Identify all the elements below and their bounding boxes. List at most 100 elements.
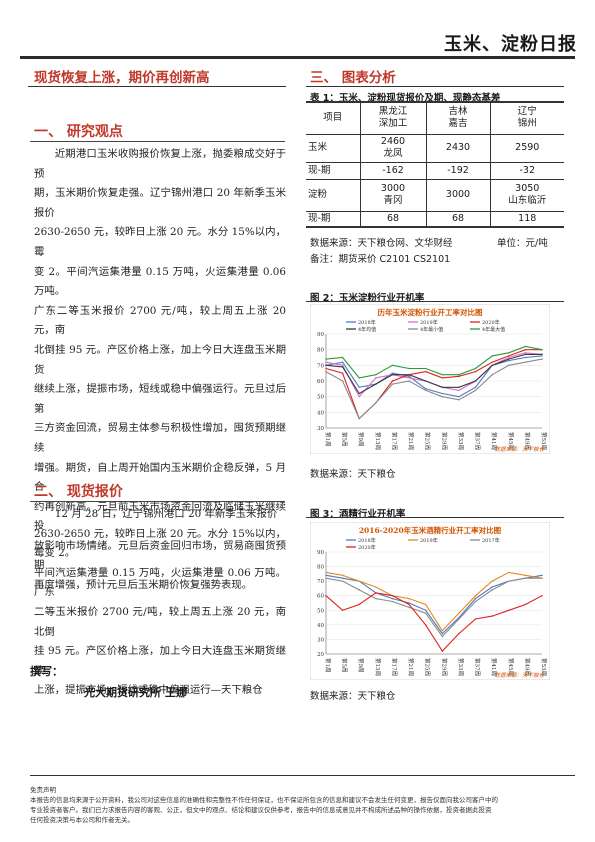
y-tick-label: 90 xyxy=(317,550,324,556)
table-cell: 3000 青冈 xyxy=(360,179,427,211)
x-tick-label: 第9周 xyxy=(357,658,365,673)
data-point xyxy=(524,345,527,348)
disclaimer-line: 专业投资者客户。我们已力求报告内容的客观、公正，但文中的观点、结论和建议仅供参考… xyxy=(30,806,492,814)
data-point xyxy=(375,586,377,588)
fig2-rule xyxy=(306,301,564,302)
y-tick-label: 90 xyxy=(317,332,324,338)
data-point xyxy=(358,395,360,398)
data-point xyxy=(491,364,493,367)
data-point xyxy=(341,372,344,374)
disclaimer-line: 本报告的信息均来源于公开资料，我公司对这些信息的准确性和完整性不作任何保证，也不… xyxy=(30,796,498,804)
series-line xyxy=(325,592,543,652)
table1-caption: 表 1：玉米、淀粉现货报价及期、现静态基差 xyxy=(310,93,501,104)
table-cell: 68 xyxy=(360,211,427,227)
data-point xyxy=(424,609,427,611)
table-cell: 现-期 xyxy=(306,162,361,179)
table-cell: 玉米 xyxy=(306,134,361,162)
table1-note: 备注：期货采价 C2101 CS2101 xyxy=(310,254,451,265)
paragraph-line: 变 2。平间汽运集港量 0.15 万吨，火运集港量 0.06 万吨。 xyxy=(34,265,286,298)
data-point xyxy=(341,361,344,363)
x-tick-label: 第41周 xyxy=(490,658,498,676)
data-point xyxy=(408,603,410,606)
series-line xyxy=(325,345,543,379)
data-point xyxy=(341,574,344,577)
x-tick-label: 第33周 xyxy=(457,432,465,450)
data-point xyxy=(458,375,460,377)
data-point xyxy=(375,592,377,594)
data-point xyxy=(358,386,360,388)
data-point xyxy=(325,367,327,370)
x-tick-label: 第29周 xyxy=(440,658,448,676)
data-point xyxy=(541,577,543,579)
data-point xyxy=(325,574,327,577)
x-tick-label: 第17周 xyxy=(390,658,398,676)
x-tick-label: 第49周 xyxy=(523,658,531,676)
table-cell: -192 xyxy=(426,162,491,179)
x-tick-label: 第9周 xyxy=(357,432,365,447)
legend-label: 4年最小值 xyxy=(420,326,443,333)
data-point xyxy=(474,389,477,392)
data-point xyxy=(408,377,410,379)
fig2-source: 数据来源：天下粮仓 xyxy=(310,469,396,480)
x-tick-label: 第5周 xyxy=(341,658,349,673)
x-tick-label: 第13周 xyxy=(374,432,382,450)
paragraph-line: 放影响市场情绪。元旦后资金回归市场，贸易商囤货预期 xyxy=(34,539,286,572)
data-point xyxy=(441,650,444,652)
data-point xyxy=(441,386,444,388)
chart-source-watermark: 数据来源：天下粮仓 xyxy=(494,672,544,679)
data-point xyxy=(325,577,327,579)
paragraph-line: 约再创新高。元旦前玉米市场资金回流及临储玉米继续投 xyxy=(34,500,286,533)
table-cell: 3000 xyxy=(426,179,491,211)
data-point xyxy=(424,603,427,606)
table-cell: 淀粉 xyxy=(306,179,361,211)
data-point xyxy=(441,377,444,379)
y-tick-label: 80 xyxy=(317,565,324,571)
data-point xyxy=(358,392,360,395)
series-line xyxy=(325,571,543,632)
legend-label: 2018年 xyxy=(358,537,376,544)
data-point xyxy=(391,380,394,382)
legend-label: 2020年 xyxy=(358,544,376,551)
data-point xyxy=(541,355,543,357)
legend-label: 2020年 xyxy=(482,319,500,326)
data-point xyxy=(441,395,444,398)
legend-label: 4年均值 xyxy=(358,326,376,333)
table-header-cell: 吉林 嘉吉 xyxy=(426,102,491,134)
data-point xyxy=(424,389,427,392)
data-point xyxy=(524,603,527,606)
data-point xyxy=(391,597,394,600)
section2-rule xyxy=(30,501,285,502)
table-cell: 118 xyxy=(518,212,537,224)
paragraph-line: 再度增强，预计元旦后玉米期价恢复强势表现。 xyxy=(34,579,253,592)
data-point xyxy=(458,395,460,398)
chart-source-watermark: 数据来源：天下粮仓 xyxy=(494,446,544,453)
header-rule xyxy=(20,56,575,59)
x-tick-label: 第53周 xyxy=(540,432,548,450)
y-tick-label: 20 xyxy=(317,652,324,658)
data-point xyxy=(375,597,377,600)
paragraph-line: 平间汽运集港量 0.15 万吨，火运集港量 0.06 万吨。广东 xyxy=(34,566,286,599)
data-point xyxy=(408,375,410,377)
table-cell: 2590 xyxy=(515,142,540,153)
series-line xyxy=(325,355,543,398)
data-point xyxy=(458,612,460,614)
table-header-cell: 辽宁 锦州 xyxy=(517,106,537,130)
data-point xyxy=(325,358,327,360)
data-point xyxy=(408,380,410,382)
data-point xyxy=(375,374,377,376)
data-point xyxy=(491,615,493,617)
data-point xyxy=(524,574,527,577)
data-point xyxy=(325,364,327,367)
data-point xyxy=(524,356,527,359)
legend-label: 2019年 xyxy=(420,319,438,326)
x-tick-label: 第17周 xyxy=(390,432,398,450)
legend-label: 2018年 xyxy=(358,319,376,326)
data-point xyxy=(474,597,477,600)
y-tick-label: 30 xyxy=(317,426,324,432)
data-point xyxy=(341,577,344,579)
paragraph-line: 上涨，提振市场，短线或稳中偏强运行—天下粮仓 xyxy=(34,684,263,697)
series-line xyxy=(325,358,543,420)
data-point xyxy=(325,571,327,574)
fig3-label: 图 3：酒精行业开机率 xyxy=(310,509,406,520)
data-point xyxy=(341,356,344,359)
